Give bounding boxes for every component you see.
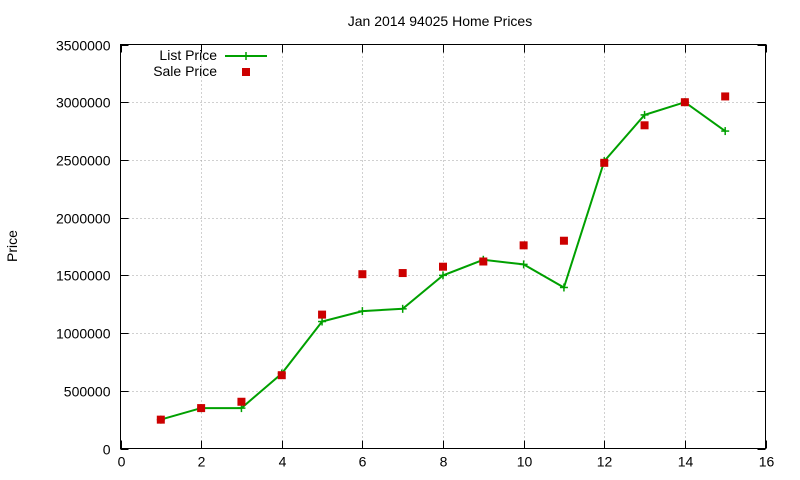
grid <box>120 44 766 449</box>
y-tick-label: 500000 <box>64 384 111 400</box>
list-price-point <box>640 110 649 119</box>
x-tick-label: 8 <box>440 454 448 470</box>
sale-price-point <box>398 269 407 278</box>
list-price-point <box>721 127 730 136</box>
list-price-point <box>318 317 327 326</box>
x-tick-label: 6 <box>359 454 367 470</box>
list-price-point <box>559 283 568 292</box>
sale-price-point <box>237 397 246 406</box>
sale-price-point <box>439 262 447 271</box>
x-tick-label: 14 <box>678 454 694 470</box>
sale-price-point <box>559 236 568 245</box>
y-tick-label: 2000000 <box>56 211 111 227</box>
legend-marker-list-price <box>242 52 250 60</box>
ticks: 0 2 4 6 8 10 12 14 16 0 500000 1000000 1500000 200000… <box>56 38 775 470</box>
sale-price-point <box>680 98 689 107</box>
y-tick-label: 1500000 <box>56 268 111 284</box>
list-price-point <box>398 304 407 313</box>
sale-price-point <box>640 121 649 130</box>
sale-price-point <box>519 241 528 250</box>
list-price-point <box>439 271 447 280</box>
sale-price-point <box>358 270 367 279</box>
legend-marker-sale-price <box>242 68 250 76</box>
x-tick-label: 16 <box>759 454 775 470</box>
y-axis-label: Price <box>4 230 20 262</box>
sale-price-point <box>721 92 730 101</box>
legend-label-sale-price: Sale Price <box>153 63 217 79</box>
sale-price-point <box>156 415 165 424</box>
list-price-point <box>519 260 528 269</box>
x-tick-label: 12 <box>597 454 613 470</box>
list-price-point <box>358 307 367 316</box>
y-tick-label: 3500000 <box>56 38 111 54</box>
x-tick-label: 0 <box>118 454 126 470</box>
chart-title: Jan 2014 94025 Home Prices <box>348 13 532 29</box>
sale-price-point <box>277 371 286 380</box>
y-tick-label: 2500000 <box>56 153 111 169</box>
x-tick-label: 4 <box>279 454 287 470</box>
legend-label-list-price: List Price <box>159 47 217 63</box>
y-tick-label: 3000000 <box>56 95 111 111</box>
x-tick-label: 10 <box>517 454 533 470</box>
x-tick-label: 2 <box>198 454 206 470</box>
series-layer <box>156 92 730 424</box>
sale-price-point <box>600 158 609 167</box>
sale-price-point <box>197 404 206 413</box>
y-tick-label: 1000000 <box>56 326 111 342</box>
sale-price-point <box>479 257 488 266</box>
sale-price-point <box>318 310 327 319</box>
y-tick-label: 0 <box>103 442 111 458</box>
